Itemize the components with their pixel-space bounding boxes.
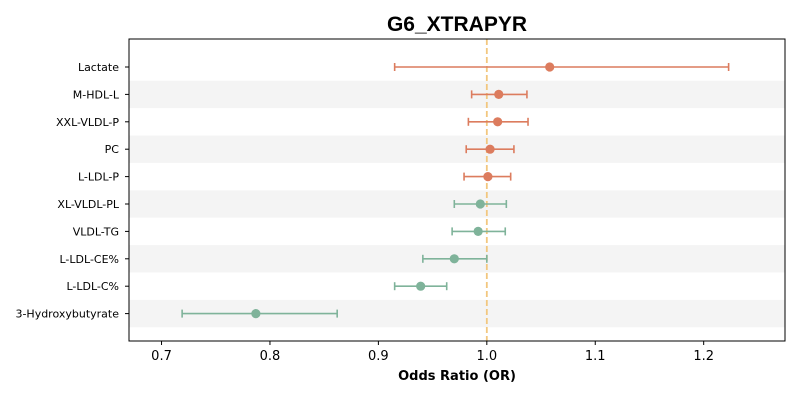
- forest-row-lactate: [393, 62, 730, 72]
- point-estimate: [485, 144, 495, 154]
- x-tick-label: 1.2: [693, 349, 714, 364]
- forest-row-m-hdl-l: [470, 89, 528, 99]
- point-estimate: [545, 62, 555, 72]
- y-tick-label: L-LDL-P: [78, 171, 119, 184]
- x-tick-label: 1.0: [476, 349, 497, 364]
- chart-title: G6_XTRAPYR: [387, 13, 527, 36]
- forest-row-3-hydroxybutyrate: [181, 309, 338, 319]
- y-tick-label: Lactate: [78, 61, 119, 74]
- x-tick-label: 1.1: [585, 349, 606, 364]
- x-tick-label: 0.7: [151, 349, 172, 364]
- forest-row-xxl-vldl-p: [467, 117, 529, 127]
- forest-row-l-ldl-ce-: [422, 254, 488, 264]
- x-axis-ticks: 0.7 0.8 0.9 1.0 1.1 1.2: [151, 341, 714, 364]
- y-tick-label: M-HDL-L: [73, 88, 120, 101]
- row-band: [129, 80, 785, 109]
- data-marks: [181, 62, 730, 319]
- y-tick-label: 3-Hydroxybutyrate: [15, 308, 119, 321]
- y-tick-label: VLDL-TG: [73, 225, 119, 238]
- forest-row-l-ldl-c-: [393, 281, 448, 291]
- forest-row-pc: [465, 144, 515, 154]
- point-estimate: [416, 281, 426, 291]
- y-axis-ticks: Lactate M-HDL-L XXL-VLDL-P PC L-LDL-P XL-VLDL…: [15, 61, 129, 321]
- plot-frame: [128, 38, 786, 342]
- point-estimate: [473, 226, 483, 236]
- point-estimate: [483, 172, 493, 182]
- forest-row-vldl-tg: [451, 226, 507, 236]
- x-tick-label: 0.8: [260, 349, 281, 364]
- y-tick-label: L-LDL-CE%: [60, 253, 120, 266]
- x-tick-label: 0.9: [368, 349, 389, 364]
- point-estimate: [251, 309, 261, 319]
- y-tick-label: L-LDL-C%: [66, 280, 119, 293]
- point-estimate: [449, 254, 459, 264]
- y-tick-label: XXL-VLDL-P: [56, 116, 119, 129]
- y-tick-label: PC: [105, 143, 120, 156]
- row-band: [129, 135, 785, 163]
- point-estimate: [475, 199, 485, 209]
- forest-row-l-ldl-p: [463, 172, 512, 182]
- point-estimate: [493, 117, 503, 127]
- y-tick-label: XL-VLDL-PL: [57, 198, 119, 211]
- point-estimate: [494, 89, 504, 99]
- forest-row-xl-vldl-pl: [453, 199, 508, 209]
- x-axis-label: Odds Ratio (OR): [398, 369, 516, 384]
